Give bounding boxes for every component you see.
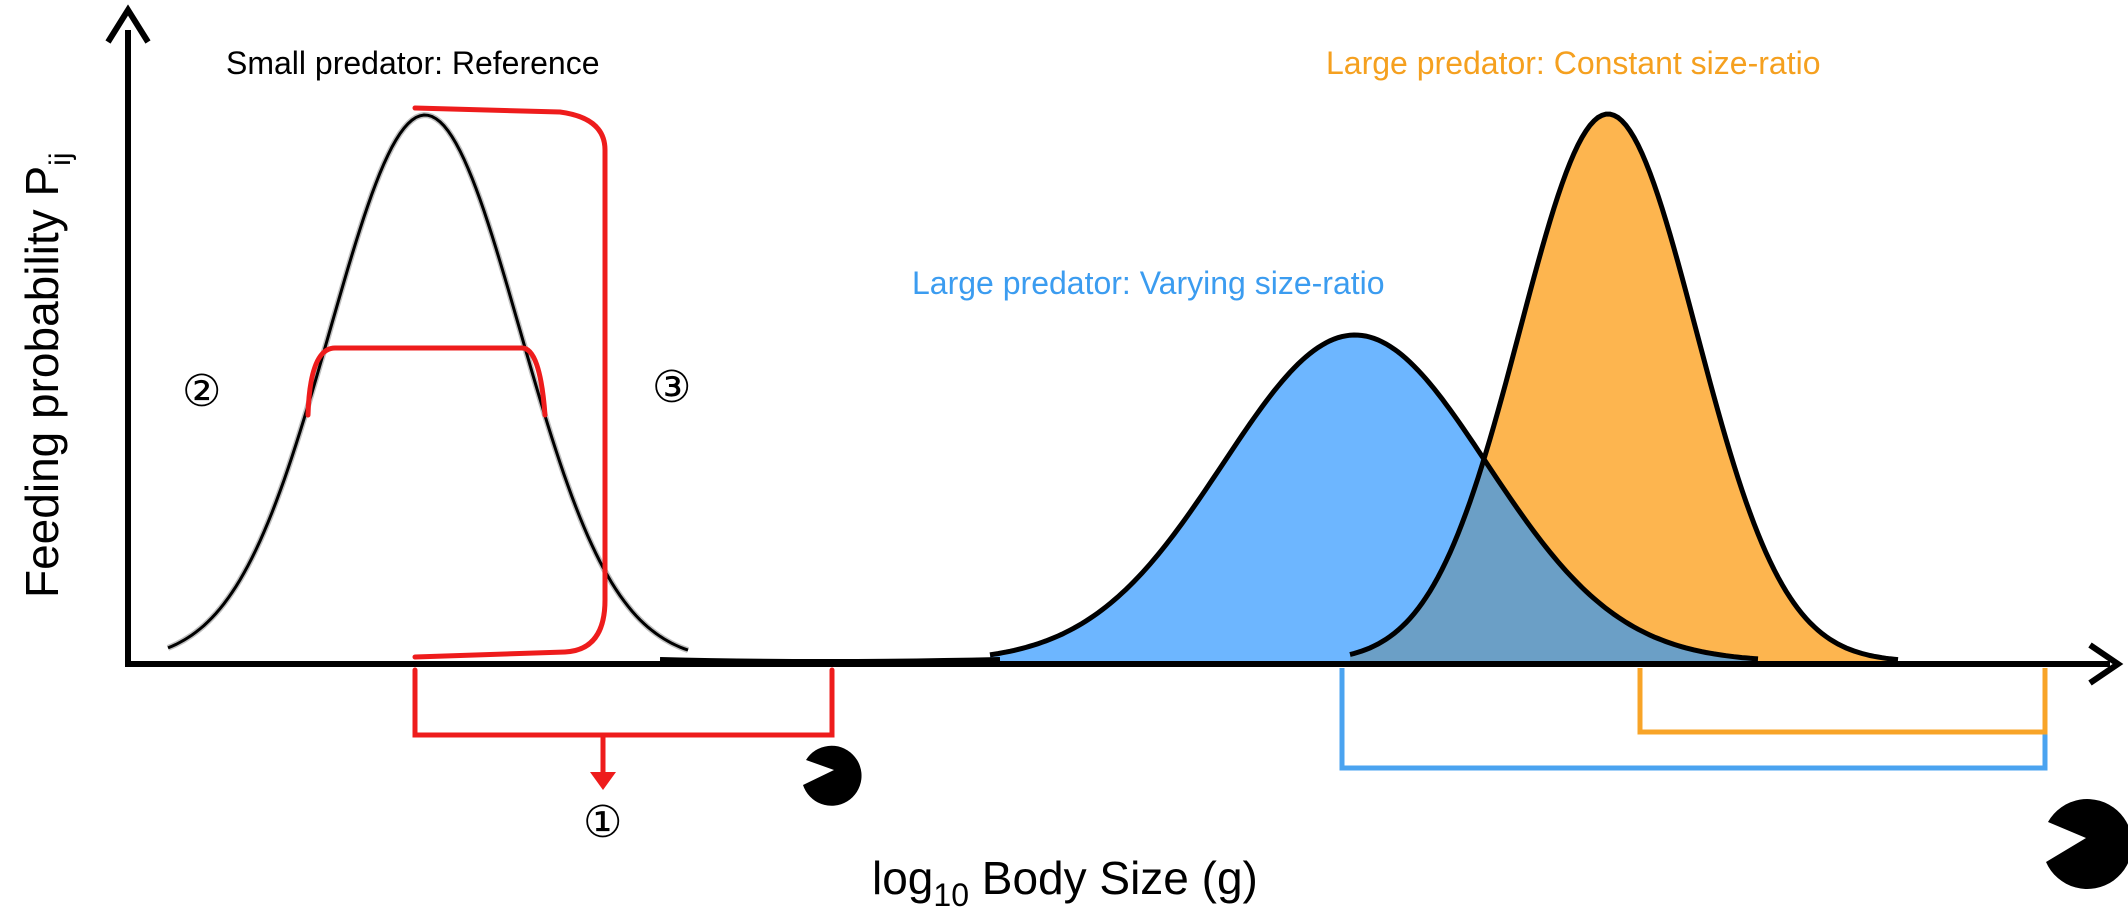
blue-bracket [1339,668,2048,771]
pacman-small-icon [803,745,862,806]
shift-arrow-head [590,772,616,790]
marker-2: ② [182,366,221,417]
large-varying-label: Large predator: Varying size-ratio [912,265,1385,301]
small-reference-label: Small predator: Reference [226,45,600,81]
shift-bracket [412,667,835,738]
large-constant-label: Large predator: Constant size-ratio [1326,45,1820,81]
width-bracket [305,345,548,418]
y-axis-label-subscript: ij [44,153,77,166]
y-axis-label-main: Feeding probability P [16,166,68,598]
orange-bracket [1637,668,2048,735]
y-axis [105,4,151,665]
x-axis-label-rest: Body Size (g) [969,852,1258,904]
small-reference-curve [167,113,689,652]
marker-1: ① [583,797,622,848]
x-axis-label-main: log [872,852,933,904]
large-constant-outline [1349,111,1899,663]
pacman-large-icon [2046,799,2128,889]
red-annotations [305,105,835,783]
x-axis [125,642,2124,686]
large-varying-outline [989,332,1759,662]
x-axis-label-subscript: 10 [933,877,969,913]
y-axis-label: Feeding probability Pij [16,153,77,599]
x-axis-label: log10 Body Size (g) [872,852,1258,913]
height-bracket [412,105,608,660]
marker-3: ③ [652,362,691,413]
